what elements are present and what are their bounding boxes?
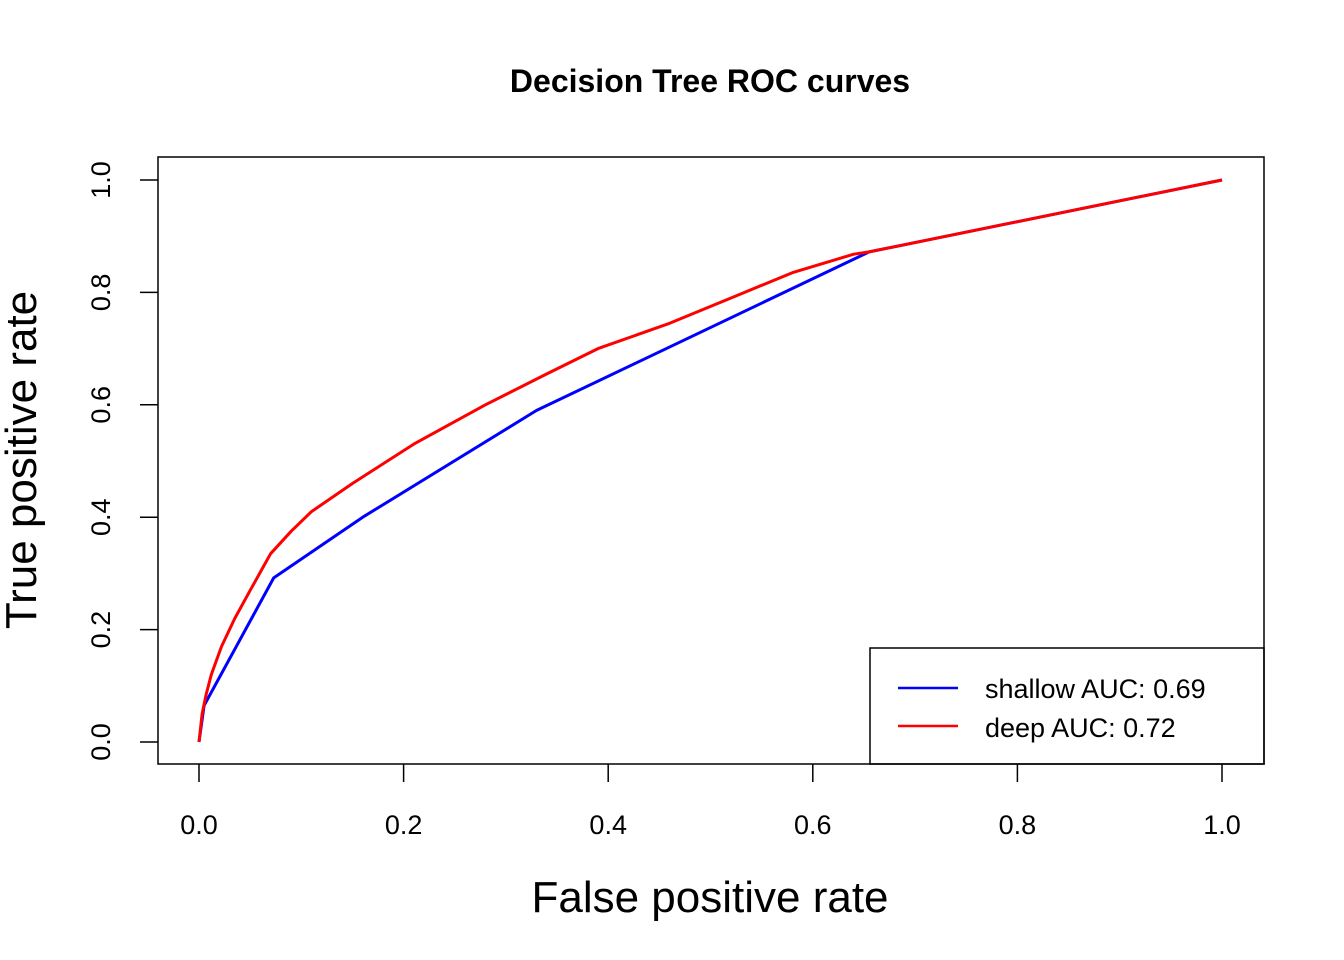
x-tick-label: 0.6 <box>794 810 832 840</box>
legend-label-deep: deep AUC: 0.72 <box>985 713 1176 743</box>
series-line-deep <box>197 178 1223 743</box>
x-axis-title: False positive rate <box>531 873 888 922</box>
y-tick-label: 0.2 <box>86 611 116 649</box>
x-tick-label: 0.2 <box>385 810 423 840</box>
y-axis-title: True positive rate <box>0 291 46 629</box>
x-tick-label: 0.8 <box>999 810 1037 840</box>
x-axis: 0.0 0.2 0.4 0.6 0.8 1.0 <box>180 764 1241 840</box>
x-tick-label: 1.0 <box>1203 810 1241 840</box>
x-tick-label: 0.0 <box>180 810 218 840</box>
chart-title: Decision Tree ROC curves <box>510 63 910 99</box>
legend-label-shallow: shallow AUC: 0.69 <box>985 674 1206 704</box>
y-tick-label: 0.0 <box>86 723 116 761</box>
y-tick-label: 0.8 <box>86 274 116 312</box>
y-tick-label: 0.6 <box>86 386 116 424</box>
legend: shallow AUC: 0.69 deep AUC: 0.72 <box>869 647 1265 765</box>
x-tick-label: 0.4 <box>589 810 627 840</box>
y-tick-label: 0.4 <box>86 498 116 536</box>
y-axis: 0.0 0.2 0.4 0.6 0.8 1.0 <box>86 161 158 761</box>
series-layer <box>197 178 1223 743</box>
legend-box <box>869 647 1265 765</box>
plot-frame <box>157 156 1265 765</box>
y-tick-label: 1.0 <box>86 161 116 199</box>
series-line-shallow <box>197 178 1223 743</box>
